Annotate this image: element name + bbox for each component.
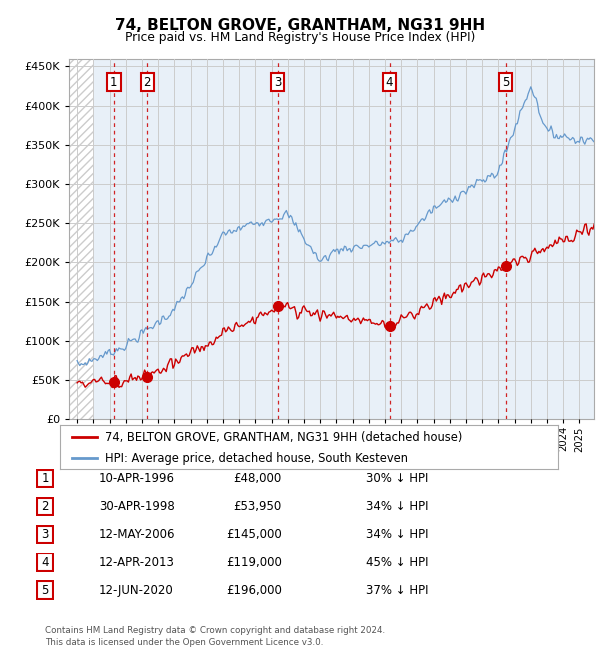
Text: 3: 3 bbox=[274, 75, 281, 88]
FancyBboxPatch shape bbox=[37, 553, 53, 571]
Text: 2: 2 bbox=[41, 500, 49, 513]
Text: 34% ↓ HPI: 34% ↓ HPI bbox=[366, 528, 428, 541]
Text: 1: 1 bbox=[110, 75, 118, 88]
Text: 1: 1 bbox=[41, 472, 49, 485]
FancyBboxPatch shape bbox=[37, 469, 53, 488]
Text: 30% ↓ HPI: 30% ↓ HPI bbox=[366, 472, 428, 485]
Text: 5: 5 bbox=[41, 584, 49, 597]
Text: 74, BELTON GROVE, GRANTHAM, NG31 9HH (detached house): 74, BELTON GROVE, GRANTHAM, NG31 9HH (de… bbox=[105, 431, 462, 444]
FancyBboxPatch shape bbox=[37, 581, 53, 599]
Text: 12-MAY-2006: 12-MAY-2006 bbox=[99, 528, 176, 541]
FancyBboxPatch shape bbox=[37, 498, 53, 515]
Text: £196,000: £196,000 bbox=[226, 584, 282, 597]
FancyBboxPatch shape bbox=[37, 525, 53, 543]
Text: Price paid vs. HM Land Registry's House Price Index (HPI): Price paid vs. HM Land Registry's House … bbox=[125, 31, 475, 44]
Text: 2: 2 bbox=[143, 75, 151, 88]
Text: 30-APR-1998: 30-APR-1998 bbox=[99, 500, 175, 513]
Text: £145,000: £145,000 bbox=[226, 528, 282, 541]
Text: 4: 4 bbox=[41, 556, 49, 569]
Text: 37% ↓ HPI: 37% ↓ HPI bbox=[366, 584, 428, 597]
Text: 12-JUN-2020: 12-JUN-2020 bbox=[99, 584, 174, 597]
Text: 3: 3 bbox=[41, 528, 49, 541]
Text: £53,950: £53,950 bbox=[234, 500, 282, 513]
Text: HPI: Average price, detached house, South Kesteven: HPI: Average price, detached house, Sout… bbox=[105, 452, 408, 465]
Text: £119,000: £119,000 bbox=[226, 556, 282, 569]
Text: 34% ↓ HPI: 34% ↓ HPI bbox=[366, 500, 428, 513]
Text: 5: 5 bbox=[502, 75, 509, 88]
Text: Contains HM Land Registry data © Crown copyright and database right 2024.
This d: Contains HM Land Registry data © Crown c… bbox=[45, 626, 385, 647]
Text: £48,000: £48,000 bbox=[234, 472, 282, 485]
Text: 10-APR-1996: 10-APR-1996 bbox=[99, 472, 175, 485]
Text: 12-APR-2013: 12-APR-2013 bbox=[99, 556, 175, 569]
Text: 74, BELTON GROVE, GRANTHAM, NG31 9HH: 74, BELTON GROVE, GRANTHAM, NG31 9HH bbox=[115, 18, 485, 34]
Bar bbox=[69, 58, 94, 419]
Text: 4: 4 bbox=[386, 75, 393, 88]
Text: 45% ↓ HPI: 45% ↓ HPI bbox=[366, 556, 428, 569]
Bar bbox=[69, 58, 94, 419]
